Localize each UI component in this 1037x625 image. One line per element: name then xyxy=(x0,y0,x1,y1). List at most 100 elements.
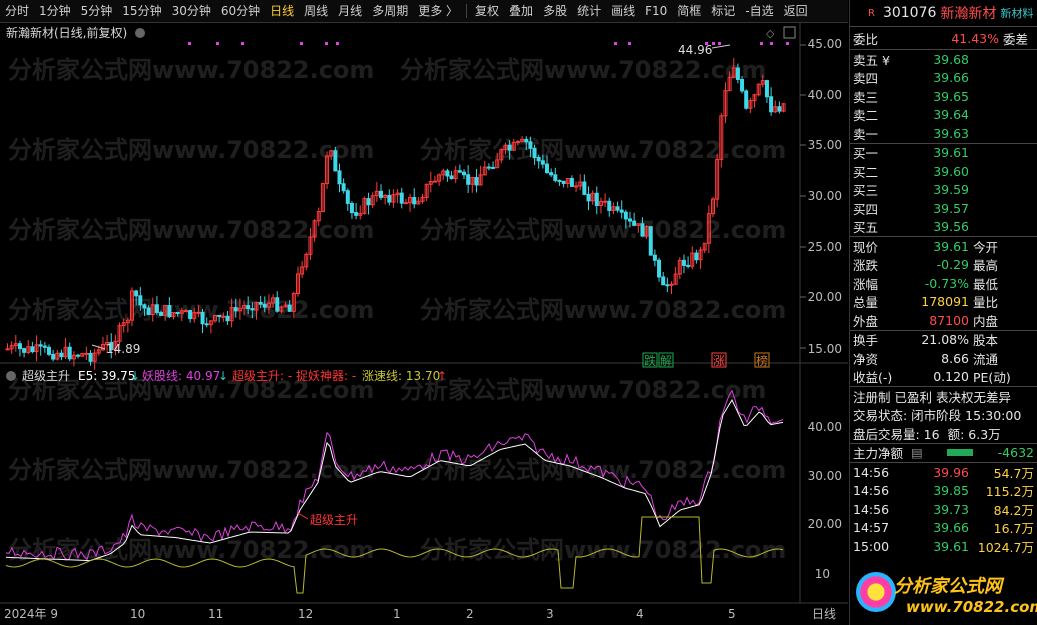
indicator-tick: 30.00 xyxy=(808,469,842,483)
diamond-icon[interactable]: ◇ xyxy=(766,27,775,40)
watermark-text: 分析家公式网www.70822.com xyxy=(420,136,786,164)
bid-row[interactable]: 买一 39.61 xyxy=(853,145,969,162)
period-end-label: 日线 xyxy=(812,607,836,621)
event-tag[interactable]: 榜 xyxy=(754,352,770,368)
flow-bar xyxy=(947,449,973,457)
more-periods-button[interactable]: 更多 〉 xyxy=(418,4,459,18)
stock-code: 301076 xyxy=(882,5,937,21)
signal-dot xyxy=(705,42,708,45)
ask-row[interactable]: 卖四 39.66 xyxy=(853,70,969,87)
candle-body xyxy=(636,223,641,226)
period-tab[interactable]: 1分钟 xyxy=(39,4,71,18)
candle-body xyxy=(598,200,603,207)
candle-body xyxy=(711,198,715,215)
expand-icon[interactable] xyxy=(783,26,796,39)
quote-row: 涨跌 -0.29 最高 xyxy=(853,257,999,274)
f10-button[interactable]: F10 xyxy=(645,4,668,18)
ask-row[interactable]: 卖二 39.64 xyxy=(853,107,969,124)
candle-body xyxy=(731,67,736,78)
main-flow-row[interactable]: 主力净额 ▤ -4632 xyxy=(853,445,1034,462)
event-tag[interactable]: 涨 xyxy=(711,352,727,368)
simple-frame-button[interactable]: 简框 xyxy=(677,4,702,18)
candle-body xyxy=(515,140,520,143)
watermark-text: 分析家公式网www.70822.com xyxy=(420,216,786,244)
multi-stock-button[interactable]: 多股 xyxy=(543,4,568,18)
tick-row: 14:56 39.96 54.7万 xyxy=(853,464,1034,481)
candle-body xyxy=(55,352,60,360)
kline-chart[interactable]: 分析家公式网www.70822.com 分析家公式网www.70822.com … xyxy=(0,23,848,625)
candle-body xyxy=(312,220,317,238)
menu-icon[interactable]: ▤ xyxy=(911,445,923,461)
period-tab[interactable]: 周线 xyxy=(304,4,329,18)
candle-body xyxy=(159,311,164,316)
candle-body xyxy=(603,200,608,203)
candle-body xyxy=(740,78,745,92)
candle-body xyxy=(22,348,27,353)
yao-value: 妖股线: 40.97 xyxy=(142,369,220,383)
tick-row: 14:56 39.85 115.2万 xyxy=(853,483,1034,500)
draw-line-button[interactable]: 画线 xyxy=(611,4,636,18)
candle-body xyxy=(254,301,259,311)
ask-row[interactable]: 卖五 ¥39.68 xyxy=(853,51,969,68)
site-logo: 分析家公式网 www.70822.com xyxy=(850,568,1037,625)
watermark-text: 分析家公式网www.70822.com xyxy=(400,56,766,84)
chevron-down-icon[interactable] xyxy=(135,28,145,38)
candle-body xyxy=(17,343,22,350)
bid-row[interactable]: 买二 39.60 xyxy=(853,163,969,180)
candle-body xyxy=(92,352,97,362)
e5-value: E5: 39.75 xyxy=(78,369,135,383)
bid-row[interactable]: 买三 39.59 xyxy=(853,182,969,199)
quote-panel: R 301076 新瀚新材 新材料 委比 41.43% 委差 卖五 ¥39.68… xyxy=(849,0,1037,625)
candle-body xyxy=(358,212,363,216)
period-tab[interactable]: 月线 xyxy=(338,4,363,18)
candle-body xyxy=(63,346,68,358)
price-tick: 30.00 xyxy=(808,189,842,203)
low-arrow-icon xyxy=(91,344,106,350)
candle-body xyxy=(379,190,383,198)
period-tab[interactable]: 15分钟 xyxy=(122,4,162,18)
indicator-tick: 20.00 xyxy=(808,517,842,531)
bid-row[interactable]: 买四 39.57 xyxy=(853,200,969,217)
candle-body xyxy=(764,80,769,98)
remove-watchlist-button[interactable]: -自选 xyxy=(745,4,774,18)
candle-body xyxy=(221,315,226,318)
period-tab[interactable]: 30分钟 xyxy=(171,4,211,18)
candle-body xyxy=(615,206,620,211)
candle-body xyxy=(520,138,525,142)
candle-body xyxy=(532,147,537,158)
candle-body xyxy=(266,302,271,308)
chevron-down-icon[interactable] xyxy=(6,371,16,381)
zhangsu-line xyxy=(5,516,784,594)
event-tag[interactable]: 解 xyxy=(658,352,674,368)
candle-body xyxy=(727,76,732,92)
candle-body xyxy=(590,192,595,202)
period-tab[interactable]: 多周期 xyxy=(372,4,409,18)
period-tab-daily[interactable]: 日线 xyxy=(270,4,295,18)
signal-label: 超级主升 xyxy=(310,512,358,527)
candle-body xyxy=(233,307,238,312)
event-tag[interactable]: 跌 xyxy=(642,352,658,368)
candle-body xyxy=(213,314,217,322)
stats-button[interactable]: 统计 xyxy=(577,4,602,18)
period-tab[interactable]: 分时 xyxy=(5,4,30,18)
bid-row[interactable]: 买五 39.56 xyxy=(853,219,969,236)
period-tab[interactable]: 60分钟 xyxy=(220,4,261,18)
back-button[interactable]: 返回 xyxy=(783,4,808,18)
tick-row: 14:56 39.73 84.2万 xyxy=(853,501,1034,518)
candle-body xyxy=(756,83,761,96)
period-tab[interactable]: 5分钟 xyxy=(80,4,113,18)
candle-body xyxy=(706,213,711,244)
date-tick: 4 xyxy=(636,607,644,621)
mark-button[interactable]: 标记 xyxy=(711,4,736,18)
date-tick: 12 xyxy=(298,607,313,621)
date-tick: 2 xyxy=(466,607,474,621)
ask-row[interactable]: 卖一 39.63 xyxy=(853,125,969,142)
market-badge: R xyxy=(868,7,875,19)
ask-row[interactable]: 卖三 39.65 xyxy=(853,88,969,105)
fuquan-button[interactable]: 复权 xyxy=(475,4,500,18)
sector-tag[interactable]: 新材料 xyxy=(1000,7,1034,20)
candle-body xyxy=(437,174,442,182)
overlay-button[interactable]: 叠加 xyxy=(509,4,534,18)
candle-body xyxy=(300,266,305,275)
candle-body xyxy=(686,264,691,267)
